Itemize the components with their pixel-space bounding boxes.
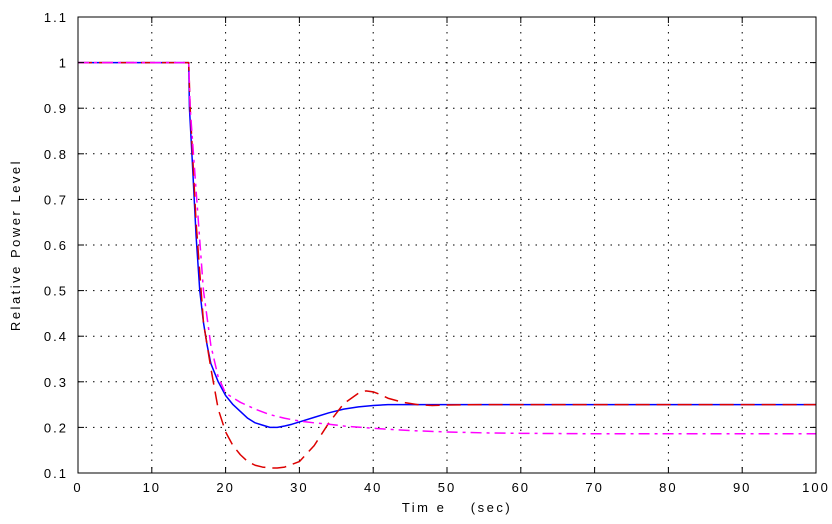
x-tick-label: 20 bbox=[216, 480, 234, 495]
x-tick-label: 0 bbox=[73, 480, 82, 495]
x-tick-label: 60 bbox=[512, 480, 530, 495]
grid bbox=[78, 17, 816, 473]
y-tick-label: 0.8 bbox=[44, 147, 68, 162]
y-tick-label: 1 bbox=[59, 56, 68, 71]
y-tick-label: 0.9 bbox=[44, 101, 68, 116]
x-tick-label: 10 bbox=[143, 480, 161, 495]
y-tick-label: 0.4 bbox=[44, 329, 68, 344]
series-line-3 bbox=[78, 61, 816, 435]
x-tick-label: 40 bbox=[364, 480, 382, 495]
y-tick-label: 0.5 bbox=[44, 284, 68, 299]
tick-labels: 0 10 20 30 40 50 60 70 80 90 100 0.1 0.2 0.3 0.4 0.5 0.6… bbox=[44, 10, 830, 495]
x-axis-title: Tim e (sec) bbox=[402, 500, 512, 515]
y-tick-label: 0.6 bbox=[44, 238, 68, 253]
y-tick-label: 0.1 bbox=[44, 466, 68, 481]
x-tick-label: 30 bbox=[290, 480, 308, 495]
y-axis-title: Relative Power Level bbox=[8, 159, 23, 331]
y-tick-label: 0.2 bbox=[44, 420, 68, 435]
y-tick-label: 0.3 bbox=[44, 375, 68, 390]
series-group bbox=[78, 61, 816, 469]
series-line-2 bbox=[78, 61, 816, 469]
x-tick-label: 80 bbox=[659, 480, 677, 495]
x-tick-label: 90 bbox=[733, 480, 751, 495]
ticks bbox=[77, 16, 817, 474]
y-tick-label: 1.1 bbox=[44, 10, 68, 25]
y-tick-label: 0.7 bbox=[44, 192, 68, 207]
x-tick-label: 50 bbox=[438, 480, 456, 495]
x-tick-label: 100 bbox=[802, 480, 830, 495]
x-tick-label: 70 bbox=[585, 480, 603, 495]
